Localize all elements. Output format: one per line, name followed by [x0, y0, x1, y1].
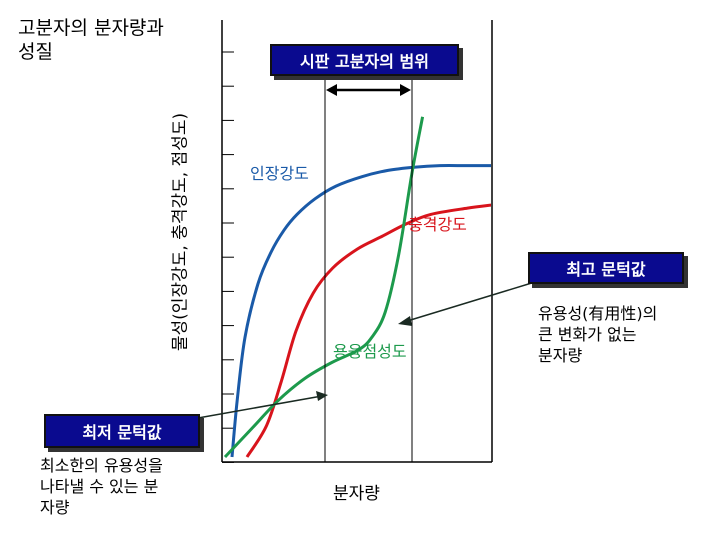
x-axis-label: 분자량	[333, 484, 380, 504]
min-threshold-arrow	[197, 395, 323, 419]
series-label-melt-viscosity: 용융점성도	[333, 342, 407, 361]
impact-strength-line	[245, 203, 491, 458]
range-arrow-left-head	[326, 84, 337, 96]
min-threshold-arrowhead	[316, 391, 328, 401]
min-threshold-note: 최소한의 유용성을 나타낼 수 있는 분 자량	[40, 456, 163, 517]
series-group	[223, 116, 491, 459]
y-axis-ticks	[222, 51, 234, 463]
series-label-impact: 충격강도	[408, 215, 467, 234]
range-arrow-right-head	[400, 84, 411, 96]
annotation-arrows	[197, 281, 536, 419]
commercial-range-marker	[324, 76, 413, 462]
melt-viscosity-line	[223, 116, 425, 459]
chart-title: 고분자의 분자량과 성질	[18, 17, 164, 63]
max-threshold-box: 최고 문턱값	[528, 252, 684, 284]
axes	[221, 20, 493, 463]
max-threshold-note: 유용성(有用性)의 큰 변화가 없는 분자량	[538, 304, 658, 365]
max-threshold-arrow	[403, 281, 536, 323]
commercial-range-box: 시판 고분자의 범위	[270, 44, 459, 76]
tensile-strength-line	[230, 164, 491, 458]
series-label-tensile: 인장강도	[250, 164, 309, 183]
min-threshold-box: 최저 문턱값	[44, 414, 200, 448]
max-threshold-arrowhead	[398, 316, 412, 326]
